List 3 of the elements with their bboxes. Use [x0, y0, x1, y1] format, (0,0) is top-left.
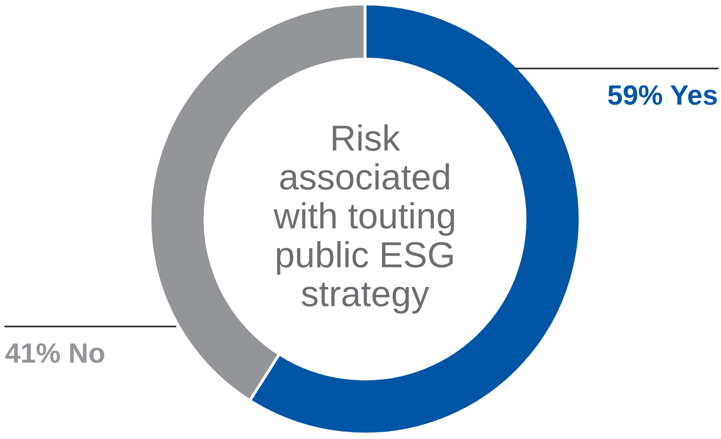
slice-label: 41% No: [5, 343, 104, 363]
slice-label: 59% Yes: [608, 85, 717, 105]
text: Risk associated with touting public ESG strategy: [274, 124, 454, 314]
